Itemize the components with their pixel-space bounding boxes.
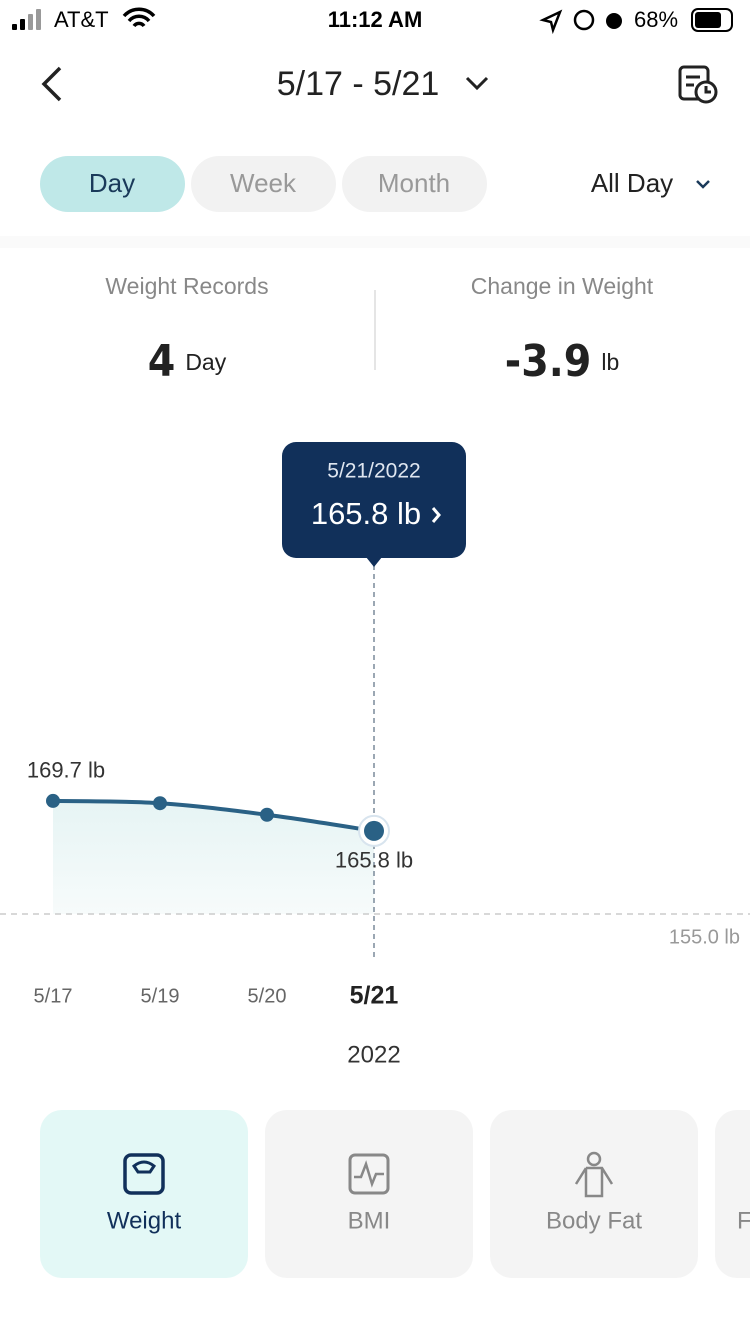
date-dropdown[interactable] [465,76,489,91]
stat-label: Weight Records [105,273,268,299]
stat-unit: lb [601,349,619,375]
tab[interactable] [40,156,185,212]
battery-percent: 68% [634,7,678,32]
body-icon-head [586,1151,602,1167]
lock-icon [573,9,595,31]
stat-value: 4 [148,336,176,387]
stat-label: Change in Weight [471,273,654,299]
x-tick-label[interactable]: 5/21 [350,982,399,1010]
wifi-icon [122,7,156,28]
weight-icon-dial [131,1160,157,1174]
period-select[interactable]: All Day [591,168,673,198]
x-tick-label[interactable]: 5/17 [34,985,73,1007]
card-label[interactable]: Body Fat [546,1207,642,1234]
data-point[interactable] [260,807,274,822]
tab-label[interactable]: Day [89,168,135,198]
bmi-icon [348,1153,390,1195]
tooltip-date: 5/21/2022 [327,460,420,483]
divider [0,236,750,248]
value-label: 169.7 lb [27,758,105,783]
tab-label[interactable]: Week [230,168,297,198]
stat-unit: Day [185,349,226,375]
stat-line: 4 Day [148,336,227,387]
battery-icon [691,8,733,32]
card-label[interactable]: F [737,1207,750,1234]
x-tick-label[interactable]: 5/20 [248,985,287,1007]
period-dropdown[interactable] [696,180,710,189]
data-point[interactable] [153,796,167,811]
tooltip-pointer [366,557,382,567]
card-label[interactable]: Weight [107,1207,182,1234]
tab[interactable] [191,156,336,212]
body-icon-body [574,1166,614,1198]
tooltip-chevron [431,507,441,523]
x-tick-label[interactable]: 5/19 [141,985,180,1007]
location-icon [539,9,563,35]
weight-area [53,800,374,914]
tab-label[interactable]: Month [378,168,450,198]
battery-level [695,12,721,28]
metric-card[interactable] [715,1110,750,1278]
bmi-icon-pulse [354,1160,384,1188]
weight-line [52,798,375,833]
data-point[interactable] [364,820,384,841]
reference-label: 155.0 lb [669,926,740,948]
clock: 11:12 AM [328,7,423,32]
tooltip[interactable] [282,442,466,558]
metric-card[interactable] [490,1110,698,1278]
history-button[interactable] [678,65,718,104]
data-point[interactable] [46,793,60,808]
stat-line: -3.9 lb [505,336,619,387]
stat-value: -3.9 [505,336,592,387]
tooltip-value: 165.8 lb [311,496,421,531]
weight-icon [123,1153,165,1195]
alarm-icon [606,13,622,29]
signal-icon [12,9,41,30]
back-button[interactable] [41,66,62,102]
tab[interactable] [342,156,487,212]
value-label: 165.8 lb [335,848,413,873]
card-label[interactable]: BMI [348,1207,391,1234]
date-range[interactable]: 5/17 - 5/21 [277,65,440,103]
year-label: 2022 [347,1041,400,1068]
carrier: AT&T [54,7,109,32]
